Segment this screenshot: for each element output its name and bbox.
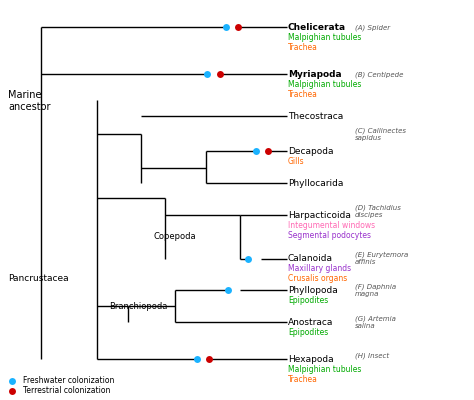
Text: (A) Spider: (A) Spider [355,24,390,31]
Text: Branchiopoda: Branchiopoda [109,302,168,311]
Text: (B) Centipede: (B) Centipede [355,71,403,78]
Text: Crusalis organs: Crusalis organs [288,274,347,283]
Text: Chelicerata: Chelicerata [288,23,346,32]
Text: Hexapoda: Hexapoda [288,355,334,364]
Text: Calanoida: Calanoida [288,254,333,263]
Text: Anostraca: Anostraca [288,318,333,327]
Text: (D) Tachidius
discipes: (D) Tachidius discipes [355,205,401,218]
Text: Trachea: Trachea [288,43,318,52]
Text: (E) Eurytemora
affinis: (E) Eurytemora affinis [355,252,409,266]
Text: Myriapoda: Myriapoda [288,70,342,79]
Text: Integumental windows: Integumental windows [288,221,375,230]
Text: Terrestrial colonization: Terrestrial colonization [23,386,110,396]
Text: Freshwater colonization: Freshwater colonization [23,376,114,385]
Text: Segmental podocytes: Segmental podocytes [288,231,371,240]
Text: Trachea: Trachea [288,90,318,99]
Text: Epipodites: Epipodites [288,328,328,337]
Text: Marine
ancestor: Marine ancestor [8,90,51,112]
Text: Copepoda: Copepoda [153,232,196,241]
Text: Phyllopoda: Phyllopoda [288,286,338,295]
Text: Trachea: Trachea [288,375,318,384]
Text: Decapoda: Decapoda [288,147,334,156]
Text: (G) Artemia
salina: (G) Artemia salina [355,316,396,329]
Text: Malpighian tubules: Malpighian tubules [288,33,361,42]
Text: Maxillary glands: Maxillary glands [288,264,351,273]
Text: (C) Callinectes
sapidus: (C) Callinectes sapidus [355,127,406,141]
Text: Malpighian tubules: Malpighian tubules [288,80,361,89]
Text: Phyllocarida: Phyllocarida [288,179,343,188]
Text: Gills: Gills [288,157,305,166]
Text: (H) Insect: (H) Insect [355,352,389,359]
Text: Harpacticoida: Harpacticoida [288,210,351,220]
Text: Pancrustacea: Pancrustacea [8,274,69,283]
Text: Epipodites: Epipodites [288,296,328,305]
Text: Thecostraca: Thecostraca [288,112,343,121]
Text: (F) Daphnia
magna: (F) Daphnia magna [355,284,396,297]
Text: Malpighian tubules: Malpighian tubules [288,365,361,374]
